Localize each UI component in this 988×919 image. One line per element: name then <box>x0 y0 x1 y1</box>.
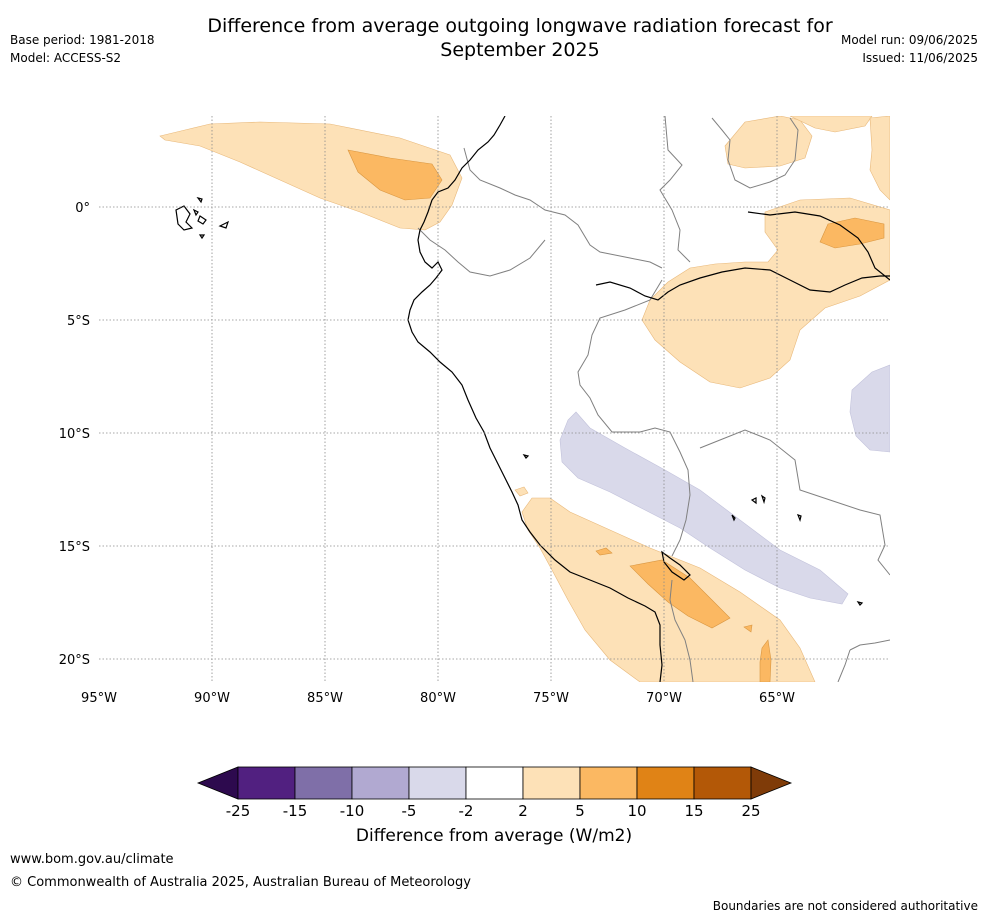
colorbar-tick: -5 <box>402 802 417 820</box>
longitude-labels: 95°W 90°W 85°W 80°W 75°W 70°W 65°W <box>81 691 795 706</box>
title-line-2: September 2025 <box>440 39 600 61</box>
lon-label: 85°W <box>307 691 343 706</box>
north-east-boundary <box>711 117 799 189</box>
galapagos-island-1 <box>175 205 194 231</box>
lat-label: 0° <box>75 201 90 216</box>
lat-label: 15°S <box>59 540 90 555</box>
coastlines <box>175 116 890 682</box>
model-run: Model run: 09/06/2025 <box>840 33 978 47</box>
amazon-river <box>595 267 890 301</box>
website-link[interactable]: www.bom.gov.au/climate <box>10 852 174 867</box>
lat-label: 5°S <box>67 314 90 329</box>
anomaly-east-negative <box>849 364 890 453</box>
colorbar-arrow-right <box>750 766 793 800</box>
peru-brazil-boundary <box>577 279 691 557</box>
small-lake-6 <box>856 601 864 606</box>
galapagos-island-5 <box>198 234 206 240</box>
northern-river <box>747 211 890 281</box>
anomaly-small-patch <box>514 486 529 497</box>
anomaly-north-east-small <box>789 116 873 133</box>
colorbar-tick: -25 <box>226 802 251 820</box>
galapagos-island-2 <box>197 215 207 225</box>
map-title: Difference from average outgoing longwav… <box>0 14 988 62</box>
lat-label: 10°S <box>59 427 90 442</box>
small-lake-5 <box>522 454 530 459</box>
lake-titicaca <box>661 550 691 581</box>
ecuador-peru-boundary <box>417 227 546 277</box>
colorbar-bin <box>351 766 410 800</box>
latitude-labels: 0° 5°S 10°S 15°S 20°S <box>59 201 90 668</box>
galapagos-island-4 <box>192 208 199 217</box>
copyright-text: © Commonwealth of Australia 2025, Austra… <box>10 875 471 890</box>
colorbar-ticks: -25 -15 -10 -5 -2 2 5 10 15 25 <box>226 802 761 820</box>
anomaly-south-core <box>629 559 731 629</box>
title-line-1: Difference from average outgoing longwav… <box>207 15 833 37</box>
small-lake-4 <box>731 514 736 522</box>
colorbar-tick: 25 <box>741 802 760 820</box>
lon-label: 90°W <box>194 691 230 706</box>
colorbar-bin <box>237 766 296 800</box>
anomaly-bolivia-negative <box>559 411 849 605</box>
lon-label: 65°W <box>759 691 795 706</box>
colorbar-tick: -2 <box>459 802 474 820</box>
base-period: Base period: 1981-2018 <box>10 33 155 47</box>
galapagos-island-3 <box>218 220 230 229</box>
small-lake-2 <box>760 494 766 505</box>
colorbar-tick: 5 <box>575 802 585 820</box>
model-name: Model: ACCESS-S2 <box>10 51 122 65</box>
lat-label: 20°S <box>59 653 90 668</box>
country-boundaries <box>417 116 890 682</box>
anomaly-south-core-dot <box>743 624 753 633</box>
boundary-disclaimer: Boundaries are not considered authoritat… <box>712 899 978 913</box>
colorbar-bin <box>693 766 752 800</box>
graticule <box>99 116 890 682</box>
small-lake-3 <box>796 514 802 522</box>
colombia-boundary <box>463 147 663 269</box>
colorbar-arrow-left <box>196 766 239 800</box>
anomaly-far-north-east <box>869 116 890 201</box>
anomaly-south-core-small <box>595 547 613 556</box>
south-east-boundary <box>837 639 890 682</box>
map-plot-area <box>159 116 890 682</box>
lon-label: 80°W <box>420 691 456 706</box>
anomaly-north-pacific <box>159 121 463 231</box>
galapagos-island-6 <box>196 197 203 204</box>
lon-label: 70°W <box>646 691 682 706</box>
colorbar-bin <box>636 766 695 800</box>
colorbar-bin <box>294 766 353 800</box>
colorbar-tick: -10 <box>340 802 365 820</box>
colorbar-title: Difference from average (W/m2) <box>355 826 633 846</box>
colorbar: -25 -15 -10 -5 -2 2 5 10 15 25 <box>196 766 793 820</box>
issued-date: Issued: 11/06/2025 <box>862 51 978 65</box>
colorbar-bins <box>237 766 752 800</box>
anomaly-south-strip <box>759 639 772 682</box>
meta-left: Base period: 1981-2018 Model: ACCESS-S2 <box>10 31 155 67</box>
anomaly-fields <box>159 116 890 682</box>
west-coast <box>407 116 663 682</box>
lon-label: 75°W <box>533 691 569 706</box>
colorbar-tick: 15 <box>684 802 703 820</box>
anomaly-north-east <box>724 116 813 169</box>
colorbar-bin <box>408 766 467 800</box>
colorbar-tick: 2 <box>518 802 528 820</box>
colorbar-tick: -15 <box>283 802 308 820</box>
colorbar-bin <box>579 766 638 800</box>
meta-right: Model run: 09/06/2025 Issued: 11/06/2025 <box>841 31 978 67</box>
brazil-bolivia-boundary <box>699 429 890 576</box>
northern-boundary <box>659 116 691 263</box>
small-lake-1 <box>750 497 757 505</box>
colorbar-bin <box>465 766 524 800</box>
lon-label: 95°W <box>81 691 117 706</box>
anomaly-north-pacific-core <box>347 149 443 201</box>
colorbar-bin <box>522 766 581 800</box>
colorbar-tick: 10 <box>627 802 646 820</box>
chile-bolivia-boundary <box>669 579 694 682</box>
